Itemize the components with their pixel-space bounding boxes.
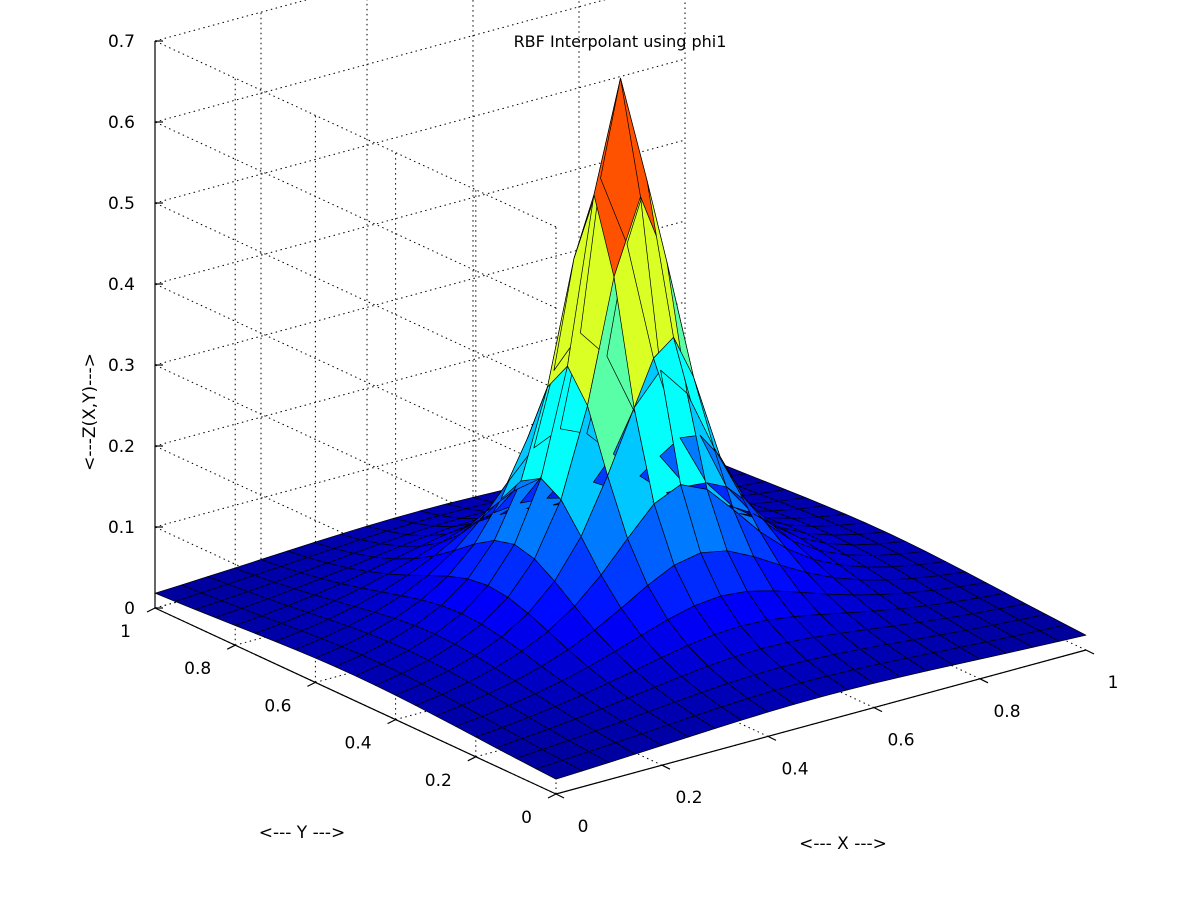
y-tick-mark — [467, 756, 477, 762]
y-tick-mark — [226, 644, 236, 650]
x-tick-mark — [979, 678, 989, 684]
grid-line-wall-z — [154, 121, 557, 309]
axes-frame — [146, 40, 1095, 799]
x-tick-label: 0.2 — [675, 788, 702, 808]
z-tick-label: 0.3 — [108, 356, 135, 376]
y-axis-line — [154, 607, 557, 795]
z-tick-label: 0 — [124, 599, 135, 619]
y-tick-mark — [547, 793, 557, 799]
x-tick-mark — [1085, 649, 1095, 655]
y-tick-label: 1 — [120, 622, 131, 642]
x-tick-label: 0.6 — [887, 731, 914, 751]
x-tick-mark — [661, 764, 671, 770]
grid-line-wall-z — [154, 364, 557, 552]
grid-line-wall-z — [154, 283, 557, 471]
x-tick-label: 1 — [1108, 673, 1119, 693]
x-tick-mark — [767, 735, 777, 741]
x-tick-label: 0 — [578, 817, 589, 837]
x-tick-mark — [555, 793, 565, 799]
x-tick-mark — [873, 707, 883, 713]
z-tick-label: 0.6 — [108, 113, 135, 133]
x-axis-label: <--- X ---> — [799, 834, 887, 854]
y-tick-label: 0.2 — [425, 771, 452, 791]
z-tick-label: 0.7 — [108, 32, 135, 52]
x-tick-label: 0.4 — [781, 759, 808, 779]
chart-title: RBF Interpolant using phi1 — [514, 32, 727, 51]
y-tick-label: 0.6 — [264, 696, 291, 716]
y-tick-label: 0.8 — [184, 659, 211, 679]
x-tick-label: 0.8 — [993, 702, 1020, 722]
grid-line-wall-z — [154, 202, 557, 390]
z-tick-label: 0.4 — [108, 275, 135, 295]
z-axis-label: <---Z(X,Y)---> — [80, 353, 100, 471]
y-axis-label: <--- Y ---> — [259, 823, 346, 843]
grid-line-wall-z — [154, 0, 606, 123]
grid-line-wall-z — [154, 40, 557, 228]
y-tick-mark — [387, 719, 396, 725]
x-axis-line — [555, 649, 1087, 795]
y-tick-mark — [307, 681, 316, 687]
y-tick-label: 0.4 — [345, 734, 372, 754]
z-tick-label: 0.5 — [108, 194, 135, 214]
surface-mesh — [154, 77, 1087, 780]
tick-labels: 0 0.2 0.4 0.6 0.8 1 0 0.2 0.4 0.6 0.8 1 0 0.1 0.2 0.3 0.… — [108, 32, 1118, 837]
z-tick-label: 0.1 — [108, 518, 135, 538]
surface-patch — [1039, 624, 1087, 642]
z-tick-label: 0.2 — [108, 437, 135, 457]
y-tick-mark — [146, 607, 156, 613]
y-tick-label: 0 — [521, 808, 532, 828]
